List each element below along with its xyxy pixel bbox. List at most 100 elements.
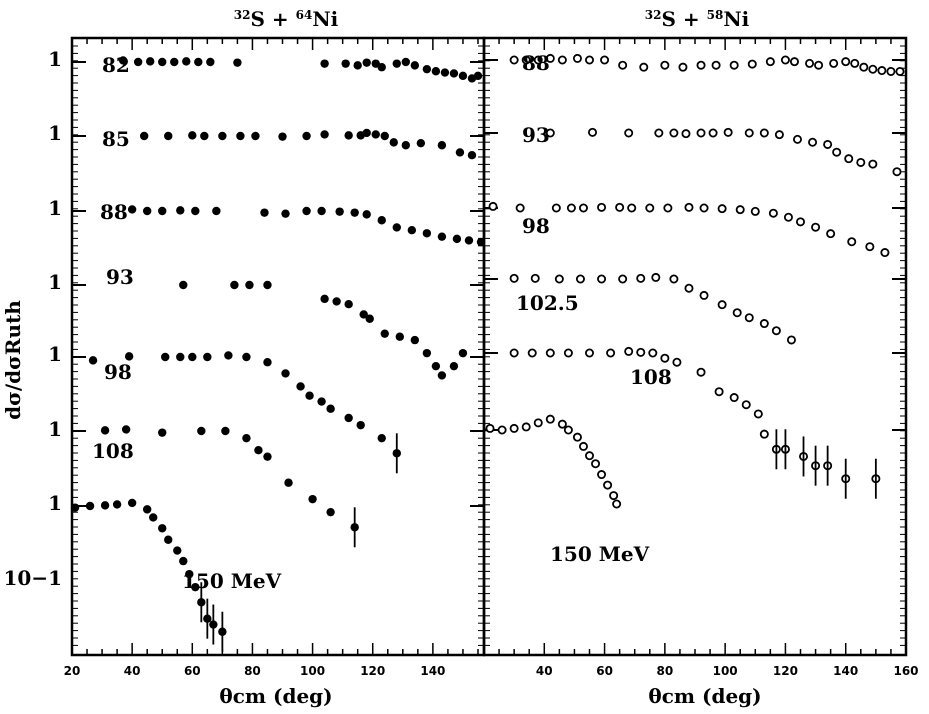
data-point [545, 348, 555, 358]
series-label: 82 [102, 53, 130, 77]
data-point [401, 57, 411, 67]
data-point [449, 69, 459, 78]
data-point [609, 491, 619, 501]
data-point [521, 422, 531, 432]
data-point [431, 67, 441, 76]
data-point [624, 128, 634, 138]
x-tick-label: 60 [596, 664, 613, 678]
x-tick-label: 120 [360, 664, 385, 678]
data-point [242, 352, 251, 362]
y-tick-label: 1 [48, 196, 62, 220]
x-tick-label: 40 [536, 664, 553, 678]
data-point [654, 128, 664, 138]
data-point [158, 524, 167, 533]
data-point [663, 203, 673, 213]
data-point [814, 60, 824, 70]
data-point [164, 535, 173, 544]
data-point [651, 272, 661, 282]
data-point [566, 203, 576, 213]
data-point [533, 418, 543, 428]
data-point [669, 274, 679, 284]
data-point [563, 348, 573, 358]
data-point [545, 128, 555, 138]
data-point [182, 57, 191, 66]
y-tick-label: 1 [48, 342, 62, 366]
data-point [296, 382, 305, 391]
data-point [563, 425, 573, 435]
data-point [263, 280, 272, 290]
data-point [660, 60, 670, 70]
data-point [320, 130, 329, 139]
data-point [759, 319, 769, 329]
series-label: 108 [630, 365, 672, 389]
data-point [732, 308, 742, 318]
data-point [624, 346, 634, 356]
data-point [868, 159, 878, 169]
data-point [158, 57, 167, 67]
data-point [747, 59, 757, 69]
data-point [832, 147, 842, 157]
data-point [203, 352, 212, 362]
data-point [142, 505, 152, 514]
data-point [233, 58, 242, 67]
data-point [194, 57, 203, 67]
data-point [485, 423, 495, 433]
data-point [458, 348, 468, 358]
data-point [395, 332, 404, 341]
x-tick-label: 80 [244, 664, 261, 678]
data-point [179, 556, 188, 566]
data-point [865, 242, 875, 252]
data-point [509, 348, 519, 358]
data-point [302, 206, 311, 216]
left-panel-title: 32S + 64Ni [234, 7, 339, 31]
data-point [696, 60, 706, 70]
data-point [112, 500, 122, 509]
data-point [844, 154, 854, 164]
data-point [774, 130, 784, 140]
data-point [173, 546, 182, 555]
series-label: 98 [522, 214, 550, 238]
series-label: 88 [522, 51, 550, 75]
y-tick-label: 1 [48, 270, 62, 294]
x-tick-label: 40 [124, 664, 141, 678]
data-point [458, 71, 468, 81]
data-point [591, 459, 601, 469]
data-point [127, 498, 137, 508]
data-point [251, 131, 260, 141]
x-tick-label: 120 [773, 664, 798, 678]
series-label: 88 [100, 200, 128, 224]
series-label: 108 [92, 439, 134, 463]
data-point [145, 57, 155, 66]
series-label: 98 [104, 360, 132, 384]
chart-marks: 1 1 1 1 1 1 1 10−1 82 85 88 93 98 108 150 MeV 88 93 98 102… [3, 47, 905, 652]
x-tick-label: 160 [893, 664, 918, 678]
data-point [452, 234, 462, 244]
data-point [645, 203, 655, 213]
data-point [437, 232, 447, 241]
data-point [895, 66, 905, 76]
data-point [575, 274, 585, 284]
data-point [811, 222, 821, 232]
data-point [603, 480, 613, 490]
data-point [892, 167, 902, 177]
data-point [572, 432, 582, 442]
data-point [242, 433, 251, 443]
data-point [365, 314, 374, 323]
data-point [440, 68, 450, 77]
data-point [341, 59, 350, 68]
data-point [488, 201, 498, 211]
data-point [780, 55, 790, 65]
data-point [886, 66, 896, 76]
data-point [699, 203, 709, 213]
data-point [377, 433, 386, 443]
data-point [70, 503, 80, 512]
data-point [744, 313, 754, 323]
data-point [284, 478, 293, 487]
data-point [600, 55, 610, 65]
data-point [578, 441, 588, 451]
data-point [753, 409, 763, 419]
left-panel-frame: 20 40 60 80 100 120 140 [64, 36, 486, 678]
data-point [744, 128, 754, 138]
data-point [326, 507, 335, 517]
data-point [572, 53, 582, 63]
